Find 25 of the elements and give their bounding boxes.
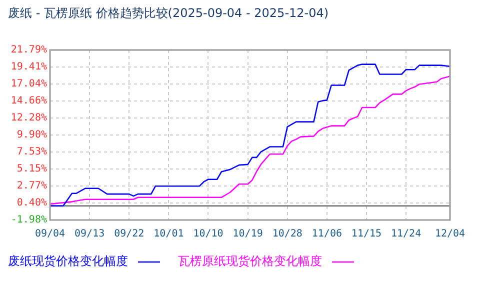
- y-tick-label: 9.90%: [16, 130, 47, 141]
- x-tick-label: 09/22: [114, 228, 144, 240]
- y-tick-label: 14.66%: [10, 96, 47, 107]
- y-tick-label: -1.98%: [10, 214, 47, 226]
- x-tick-label: 11/24: [390, 228, 422, 240]
- x-tick-label: 09/13: [74, 228, 105, 240]
- y-tick-label: 5.15%: [16, 164, 47, 175]
- y-tick-label: 0.40%: [16, 198, 47, 209]
- x-tick-label: 11/06: [312, 228, 342, 240]
- x-tick-label: 10/01: [154, 228, 184, 240]
- x-tick-label: 09/04: [34, 228, 66, 240]
- chart-title: 废纸 - 瓦楞原纸 价格趋势比较(2025-09-04 - 2025-12-04): [8, 6, 329, 20]
- x-tick-label: 10/10: [193, 228, 224, 240]
- y-tick-label: 7.53%: [16, 146, 47, 158]
- legend-label: 瓦楞原纸现货价格变化幅度: [178, 254, 322, 268]
- y-tick-label: 17.04%: [10, 78, 47, 90]
- legend-label: 废纸现货价格变化幅度: [8, 254, 128, 268]
- y-tick-label: 2.77%: [16, 180, 47, 192]
- y-tick-label: 12.28%: [10, 112, 47, 124]
- y-tick-label: 21.79%: [10, 44, 47, 56]
- x-tick-label: 12/04: [434, 228, 466, 240]
- x-tick-label: 10/28: [272, 228, 302, 240]
- x-tick-label: 11/15: [351, 228, 382, 240]
- y-tick-label: 19.41%: [10, 62, 47, 73]
- x-tick-label: 10/19: [232, 228, 263, 240]
